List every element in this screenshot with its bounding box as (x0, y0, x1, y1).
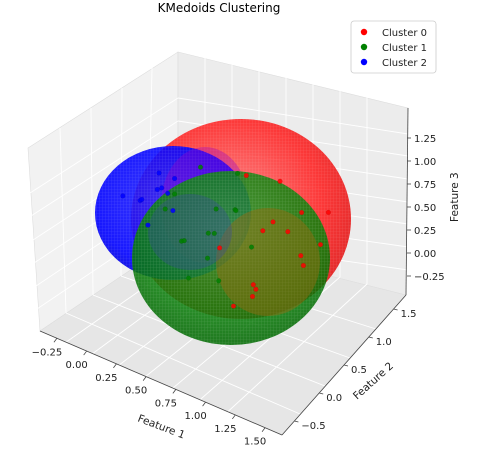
cluster-1-point (205, 230, 211, 236)
y-tick-label: 0.5 (351, 365, 367, 376)
cluster-1-point (181, 238, 187, 244)
y-tick (393, 308, 398, 311)
z-tick-label: 1.25 (414, 134, 436, 145)
x-tick (261, 427, 266, 432)
cluster-1-point (211, 230, 217, 237)
y-tick (368, 336, 373, 339)
cluster-0-point (250, 282, 256, 288)
cluster-2-point (165, 190, 171, 196)
cluster-0-point (285, 229, 291, 235)
x-tick (172, 389, 177, 394)
cluster-1-point (204, 255, 211, 261)
z-axis-label: Feature 3 (449, 172, 461, 222)
cluster-0-point (243, 172, 249, 179)
y-tick-label: 0.0 (326, 393, 342, 404)
cluster-1-mesh (132, 171, 330, 345)
x-tick-label: 0.25 (95, 373, 117, 384)
x-tick (113, 363, 117, 369)
legend-label-cluster-2: Cluster 2 (382, 58, 427, 69)
x-tick-label: 1.50 (244, 437, 266, 448)
x-tick-label: 0.50 (125, 386, 147, 397)
cluster-green-blue-overlap (148, 194, 232, 270)
cluster-2-point (145, 222, 151, 228)
x-tick-label: 0.00 (66, 360, 88, 371)
legend-marker-cluster-2 (360, 58, 368, 66)
cluster-1-point (216, 278, 222, 284)
x-tick (83, 350, 87, 356)
z-tick-label: 0.75 (414, 180, 436, 191)
z-tick-label: −0.25 (414, 272, 445, 283)
y-tick-label: 1.0 (376, 337, 392, 348)
cluster-1-point (162, 206, 168, 212)
cluster-0-point (249, 293, 256, 300)
cluster-0-point (277, 178, 283, 184)
cluster-0-point (217, 245, 223, 251)
cluster-0-point (253, 286, 259, 292)
cluster-0-point (317, 242, 324, 248)
x-axis-label: Feature 1 (136, 413, 187, 442)
z-tick-label: 1.00 (414, 157, 436, 168)
legend-marker-cluster-1 (360, 43, 368, 51)
legend-box (350, 20, 437, 74)
y-tick (343, 364, 349, 367)
cluster-0-point (230, 303, 237, 309)
y-tick (319, 392, 324, 395)
cluster-1-point (235, 170, 241, 177)
cluster-0-point (270, 219, 276, 225)
cluster-2-point (159, 185, 165, 191)
cluster-1-point (172, 191, 178, 197)
cluster-surfaces (95, 119, 351, 345)
z-tick-label: 0.50 (414, 203, 436, 214)
x-tick-label: 1.00 (184, 411, 206, 422)
axis-ticks: −0.250.000.250.500.751.001.251.50−0.50.0… (32, 134, 445, 448)
z-tick-label: 0.25 (414, 226, 436, 237)
legend-label-cluster-0: Cluster 0 (382, 28, 427, 39)
cluster-2-point (120, 193, 126, 199)
cluster-2-point (154, 186, 160, 193)
legend: Cluster 0 Cluster 1 Cluster 2 (350, 20, 437, 74)
cluster-2-point (139, 196, 145, 203)
cluster-1-point (197, 164, 204, 170)
z-tick-label: 0.00 (414, 249, 436, 260)
cluster-0-point (299, 209, 305, 216)
legend-label-cluster-1: Cluster 1 (382, 43, 427, 54)
legend-items: Cluster 0 Cluster 1 Cluster 2 (360, 28, 427, 69)
x-axis-line (39, 330, 283, 436)
z-axis-line (405, 107, 409, 296)
cluster-1-point (185, 275, 192, 281)
x-tick-label: −0.25 (32, 347, 63, 358)
x-tick (202, 401, 206, 407)
cluster-0-point (325, 209, 332, 216)
cluster-0-point (260, 228, 266, 234)
cluster-2-point (172, 175, 178, 182)
x-tick (53, 338, 58, 343)
cluster-0-point (300, 262, 307, 269)
x-tick (142, 376, 147, 381)
cluster-2-point (156, 170, 162, 176)
cluster-0-point (298, 253, 304, 259)
y-tick-label: −0.5 (301, 421, 325, 432)
x-tick-label: 0.75 (155, 398, 177, 409)
legend-marker-cluster-0 (360, 28, 368, 36)
cluster-2-point (170, 208, 176, 214)
x-tick-label: 1.25 (214, 424, 236, 435)
cluster-green-red-overlap (216, 208, 320, 316)
cluster-1-point (248, 244, 255, 250)
y-tick (294, 420, 299, 423)
chart-title: KMedoids Clustering (158, 1, 281, 15)
cluster-1-point (213, 206, 219, 212)
x-tick (232, 414, 236, 420)
data-points (120, 164, 332, 309)
cluster-1-point (233, 208, 239, 214)
y-tick-label: 1.5 (401, 309, 417, 320)
